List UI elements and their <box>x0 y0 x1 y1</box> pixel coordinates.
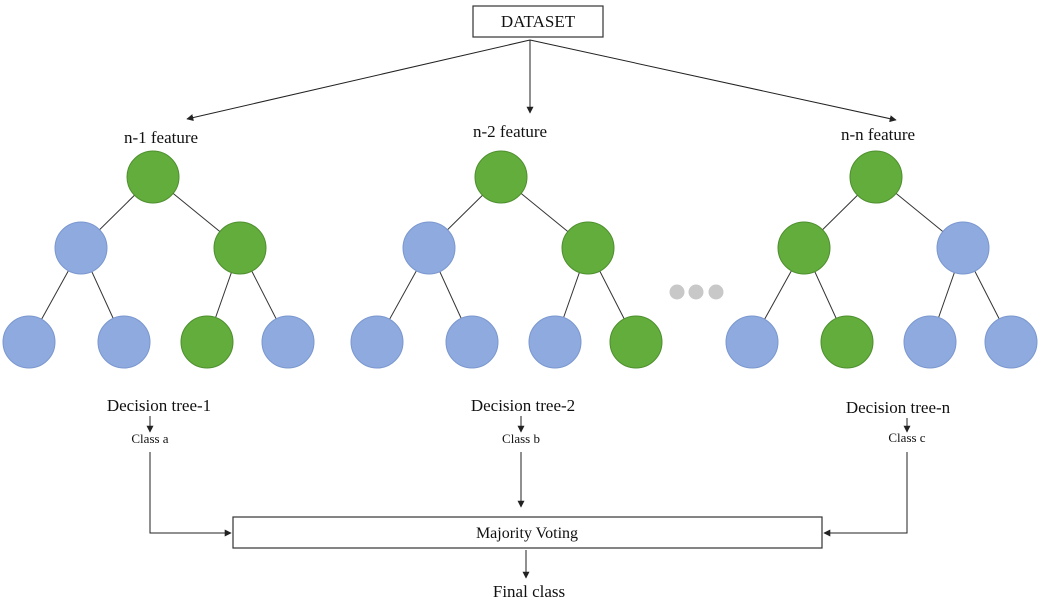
tree-2-feature-label: n-2 feature <box>473 122 547 141</box>
tree-node <box>350 315 404 369</box>
ellipsis-dot <box>688 284 704 300</box>
tree-node <box>445 315 499 369</box>
final-class-label: Final class <box>493 582 565 601</box>
tree-1-nodes <box>2 150 315 369</box>
arrow-to-tree-3 <box>529 39 897 123</box>
dataset-box: DATASET <box>472 5 604 38</box>
majority-voting-label: Majority Voting <box>476 525 578 542</box>
connector-class-a <box>149 452 232 537</box>
tree-node <box>54 221 108 275</box>
connector-class-c <box>823 452 908 537</box>
ellipsis-dot <box>708 284 724 300</box>
tree-node <box>402 221 456 275</box>
tree-node <box>609 315 663 369</box>
dataset-label: DATASET <box>501 12 576 31</box>
tree-node <box>849 150 903 204</box>
tree-node <box>2 315 56 369</box>
tree-3-class-label: Class c <box>888 430 925 445</box>
tree-node <box>97 315 151 369</box>
tree-node <box>725 315 779 369</box>
tree-1-feature-label: n-1 feature <box>124 128 198 147</box>
tree-1-label: Decision tree-1 <box>107 396 211 415</box>
ellipsis-dots <box>669 284 724 300</box>
voting-connectors <box>149 452 908 537</box>
arrow-to-tree-1 <box>186 39 531 121</box>
tree-2-label: Decision tree-2 <box>471 396 575 415</box>
tree-node <box>474 150 528 204</box>
tree-node <box>820 315 874 369</box>
tree-node <box>180 315 234 369</box>
tree-node <box>528 315 582 369</box>
dataset-arrows <box>186 39 897 123</box>
tree-node <box>984 315 1038 369</box>
tree-1-class-label: Class a <box>131 431 168 446</box>
tree-node <box>561 221 615 275</box>
tree-node <box>126 150 180 204</box>
tree-3-nodes <box>725 150 1038 369</box>
tree-3-label: Decision tree-n <box>846 398 951 417</box>
tree-2-class-label: Class b <box>502 431 540 446</box>
tree-3-feature-label: n-n feature <box>841 125 915 144</box>
tree-node <box>936 221 990 275</box>
tree-node <box>777 221 831 275</box>
majority-voting-box: Majority Voting <box>232 516 823 549</box>
tree-node <box>903 315 957 369</box>
ellipsis-dot <box>669 284 685 300</box>
tree-node <box>213 221 267 275</box>
tree-2-nodes <box>350 150 663 369</box>
tree-node <box>261 315 315 369</box>
